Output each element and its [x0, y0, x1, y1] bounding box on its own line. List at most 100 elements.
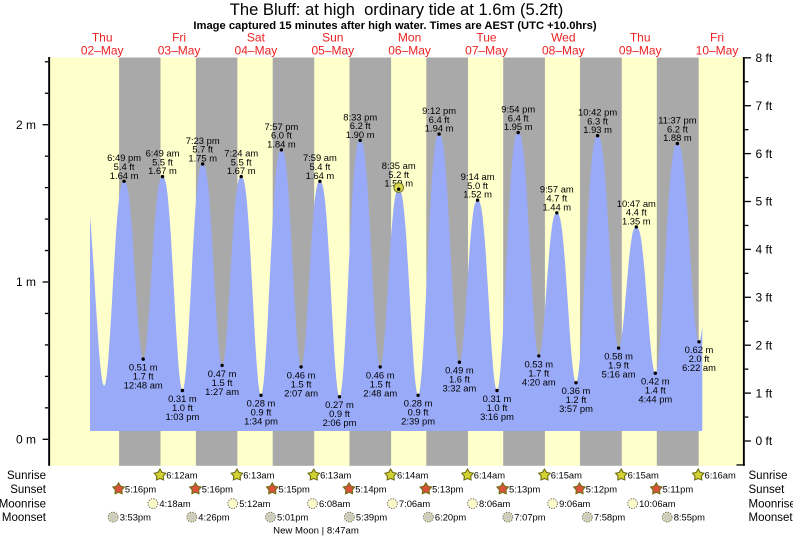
svg-text:9:12 pm: 9:12 pm — [422, 105, 456, 116]
svg-text:0 m: 0 m — [16, 433, 36, 447]
svg-text:7:06am: 7:06am — [399, 498, 430, 509]
svg-text:9:54 pm: 9:54 pm — [501, 104, 535, 115]
svg-text:6:13am: 6:13am — [320, 470, 351, 481]
svg-text:6:13am: 6:13am — [243, 470, 274, 481]
svg-text:6.3 ft: 6.3 ft — [587, 115, 608, 126]
svg-text:6:49 pm: 6:49 pm — [107, 152, 141, 163]
svg-text:5.4 ft: 5.4 ft — [309, 161, 330, 172]
svg-text:8:35 am: 8:35 am — [382, 160, 416, 171]
svg-text:1.6 ft: 1.6 ft — [449, 374, 470, 385]
svg-text:06–May: 06–May — [388, 43, 431, 57]
svg-text:5:01pm: 5:01pm — [277, 512, 308, 523]
svg-text:1.44 m: 1.44 m — [542, 201, 571, 212]
svg-text:1.35 m: 1.35 m — [622, 215, 651, 226]
svg-text:5:16pm: 5:16pm — [202, 483, 233, 494]
svg-text:5:39pm: 5:39pm — [356, 512, 387, 523]
svg-text:6:22 am: 6:22 am — [682, 362, 716, 373]
svg-text:7:58pm: 7:58pm — [594, 512, 625, 523]
svg-text:0.46 m: 0.46 m — [366, 369, 395, 380]
svg-text:6 ft: 6 ft — [756, 147, 773, 161]
svg-text:Moonrise: Moonrise — [749, 499, 793, 511]
svg-text:1:03 pm: 1:03 pm — [165, 411, 199, 422]
svg-text:1.0 ft: 1.0 ft — [487, 402, 508, 413]
svg-text:03–May: 03–May — [158, 43, 201, 57]
svg-text:4:18am: 4:18am — [159, 498, 190, 509]
svg-text:5:12pm: 5:12pm — [586, 483, 617, 494]
svg-text:6:15am: 6:15am — [628, 470, 659, 481]
svg-text:2 m: 2 m — [16, 118, 36, 132]
svg-text:10–May: 10–May — [696, 43, 739, 57]
svg-text:6.2 ft: 6.2 ft — [350, 120, 371, 131]
svg-text:2 ft: 2 ft — [756, 338, 773, 352]
svg-text:5:16 am: 5:16 am — [602, 369, 636, 380]
svg-text:4:44 pm: 4:44 pm — [638, 394, 672, 405]
svg-text:3:57 pm: 3:57 pm — [559, 403, 593, 414]
svg-text:5.0 ft: 5.0 ft — [467, 180, 488, 191]
svg-text:1.7 ft: 1.7 ft — [133, 371, 154, 382]
svg-text:5.4 ft: 5.4 ft — [114, 161, 135, 172]
svg-text:8:33 pm: 8:33 pm — [343, 111, 377, 122]
svg-text:5:12am: 5:12am — [239, 498, 270, 509]
svg-text:Sunrise: Sunrise — [749, 470, 788, 482]
svg-text:5.2 ft: 5.2 ft — [388, 169, 409, 180]
svg-text:The Bluff: at high ordinary t: The Bluff: at high ordinary tide at 1.6m… — [230, 0, 564, 19]
svg-text:2.0 ft: 2.0 ft — [689, 353, 710, 364]
svg-text:4.4 ft: 4.4 ft — [626, 207, 647, 218]
svg-text:0.31 m: 0.31 m — [168, 393, 197, 404]
svg-text:2:07 am: 2:07 am — [284, 387, 318, 398]
svg-text:9:57 am: 9:57 am — [540, 184, 574, 195]
svg-text:07–May: 07–May — [465, 43, 508, 57]
svg-text:5.5 ft: 5.5 ft — [152, 156, 173, 167]
svg-text:Sat: Sat — [247, 31, 266, 45]
svg-text:Sunrise: Sunrise — [7, 470, 46, 482]
svg-text:1.67 m: 1.67 m — [148, 165, 177, 176]
svg-text:4:20 am: 4:20 am — [522, 376, 556, 387]
svg-text:1.2 ft: 1.2 ft — [566, 394, 587, 405]
svg-text:12:48 am: 12:48 am — [124, 380, 163, 391]
svg-text:0.36 m: 0.36 m — [562, 385, 591, 396]
svg-text:6.4 ft: 6.4 ft — [429, 114, 450, 125]
svg-text:5:16pm: 5:16pm — [125, 483, 156, 494]
svg-text:9:14 am: 9:14 am — [461, 171, 495, 182]
svg-text:5:13pm: 5:13pm — [509, 483, 540, 494]
svg-text:0.9 ft: 0.9 ft — [251, 407, 272, 418]
svg-text:0 ft: 0 ft — [756, 434, 773, 448]
svg-text:1:34 pm: 1:34 pm — [244, 416, 278, 427]
svg-text:4 ft: 4 ft — [756, 243, 773, 257]
svg-text:Moonrise: Moonrise — [0, 499, 46, 511]
svg-text:3:32 am: 3:32 am — [442, 383, 476, 394]
svg-text:1.95 m: 1.95 m — [504, 121, 533, 132]
svg-text:3 ft: 3 ft — [756, 291, 773, 305]
svg-text:Tue: Tue — [476, 31, 497, 45]
svg-text:Moonset: Moonset — [749, 512, 793, 524]
svg-text:0.53 m: 0.53 m — [524, 358, 553, 369]
svg-text:10:47 am: 10:47 am — [617, 198, 656, 209]
svg-text:0.9 ft: 0.9 ft — [408, 407, 429, 418]
svg-text:10:06am: 10:06am — [639, 498, 676, 509]
svg-text:6.4 ft: 6.4 ft — [508, 112, 529, 123]
svg-text:1.5 ft: 1.5 ft — [212, 377, 233, 388]
svg-text:Image captured 15 minutes afte: Image captured 15 minutes after high wat… — [193, 20, 596, 32]
svg-text:1.67 m: 1.67 m — [227, 165, 256, 176]
svg-text:5.7 ft: 5.7 ft — [192, 144, 213, 155]
svg-text:7:23 pm: 7:23 pm — [186, 135, 220, 146]
svg-text:0.28 m: 0.28 m — [247, 398, 276, 409]
svg-text:6:20pm: 6:20pm — [435, 512, 466, 523]
svg-text:6.0 ft: 6.0 ft — [271, 130, 292, 141]
svg-text:1.5 ft: 1.5 ft — [291, 378, 312, 389]
svg-text:8:55pm: 8:55pm — [674, 512, 705, 523]
svg-text:Thu: Thu — [92, 31, 113, 45]
svg-text:2:39 pm: 2:39 pm — [401, 416, 435, 427]
svg-text:08–May: 08–May — [542, 43, 585, 57]
svg-text:4.7 ft: 4.7 ft — [546, 193, 567, 204]
svg-text:6:14am: 6:14am — [397, 470, 428, 481]
svg-text:1.64 m: 1.64 m — [110, 170, 139, 181]
svg-text:7:24 am: 7:24 am — [224, 148, 258, 159]
svg-text:1.9 ft: 1.9 ft — [608, 360, 629, 371]
svg-text:Sun: Sun — [322, 31, 343, 45]
svg-text:1.52 m: 1.52 m — [463, 189, 492, 200]
svg-text:4:26pm: 4:26pm — [198, 512, 229, 523]
svg-text:1.90 m: 1.90 m — [346, 129, 375, 140]
svg-text:0.58 m: 0.58 m — [604, 351, 633, 362]
svg-text:6:14am: 6:14am — [474, 470, 505, 481]
